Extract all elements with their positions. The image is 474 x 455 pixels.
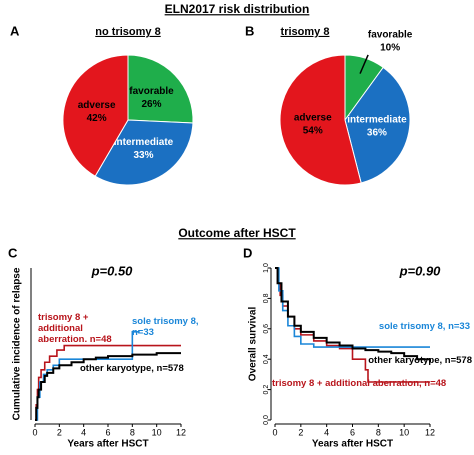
slice-label: adverse <box>294 113 332 124</box>
slice-value-label: 10% <box>380 43 400 54</box>
series-label-box: trisomy 8 + additional aberration, n=48 <box>38 312 112 342</box>
series-label: trisomy 8 + additional aberration, n=48 <box>38 312 112 342</box>
pie-slice <box>94 119 194 186</box>
x-tick-label: 10 <box>152 427 162 437</box>
slice-label: intermediate <box>114 137 174 148</box>
x-tick-label: 8 <box>376 427 381 437</box>
pie-slice <box>127 54 194 124</box>
pie-slice <box>62 54 129 177</box>
slice-value-label: 26% <box>142 99 162 110</box>
y-tick-label: 1.0 <box>263 263 270 273</box>
survival-curve <box>275 267 430 348</box>
x-axis-label: Years after HSCT <box>67 439 148 450</box>
pie-slice <box>279 54 362 186</box>
panel-letter: B <box>245 23 254 38</box>
series-label-box: trisomy 8 + additional aberration, n=48 <box>272 378 447 389</box>
x-tick-label: 6 <box>350 427 355 437</box>
panel-letter: A <box>10 23 20 38</box>
chart-title: no trisomy 8 <box>95 26 160 38</box>
p-value: p=0.50 <box>91 263 134 278</box>
survival-curve <box>275 267 431 363</box>
slice-value-label: 33% <box>134 150 154 161</box>
y-tick-label: 0.4 <box>263 354 270 364</box>
survival-curve <box>35 352 181 421</box>
slice-value-label: 42% <box>87 113 107 124</box>
p-value: p=0.90 <box>399 263 442 278</box>
y-tick-label: 0.2 <box>263 385 270 395</box>
slice-label: favorable <box>129 86 174 97</box>
series-label: trisomy 8 + additional aberration, n=48 <box>272 378 447 389</box>
slice-value-label: 54% <box>303 126 323 137</box>
series-label: sole trisomy 8, n=33 <box>132 316 199 338</box>
series-label-box: sole trisomy 8, n=33 <box>378 321 470 332</box>
series-label: sole trisomy 8, n=33 <box>378 321 470 332</box>
series-label: other karyotype, n=578 <box>80 363 184 374</box>
slice-label: favorable <box>368 30 413 41</box>
x-tick-label: 2 <box>298 427 303 437</box>
x-tick-label: 0 <box>272 427 277 437</box>
series-label-box: other karyotype, n=578 <box>368 355 472 366</box>
x-tick-label: 4 <box>81 427 86 437</box>
series-label: other karyotype, n=578 <box>368 355 472 366</box>
x-tick-label: 6 <box>105 427 110 437</box>
x-tick-label: 2 <box>57 427 62 437</box>
y-axis-label: Cumulative incidence of relapse <box>12 267 23 420</box>
y-tick-label: 0.6 <box>263 324 270 334</box>
x-tick-label: 0 <box>32 427 37 437</box>
leader-line <box>359 54 369 74</box>
series-label-box: sole trisomy 8, n=33 <box>132 316 199 338</box>
y-axis-label: Overall survival <box>248 307 259 382</box>
x-axis-label: Years after HSCT <box>312 439 393 450</box>
x-tick-label: 8 <box>130 427 135 437</box>
chart-title: trisomy 8 <box>281 26 330 38</box>
panel-letter: C <box>8 245 18 260</box>
x-tick-label: 4 <box>324 427 329 437</box>
slice-label: intermediate <box>347 115 407 126</box>
x-tick-label: 12 <box>425 427 435 437</box>
y-tick-label: 0.8 <box>263 293 270 303</box>
y-tick-label: 0.0 <box>263 415 270 425</box>
x-tick-label: 12 <box>176 427 186 437</box>
panel-letter: D <box>243 245 252 260</box>
section-heading: ELN2017 risk distribution <box>165 2 310 16</box>
pie-slice <box>344 66 411 184</box>
slice-value-label: 36% <box>367 128 387 139</box>
series-label-box: other karyotype, n=578 <box>80 363 184 374</box>
slice-label: adverse <box>78 100 116 111</box>
x-tick-label: 10 <box>399 427 409 437</box>
section-heading: Outcome after HSCT <box>178 226 296 240</box>
